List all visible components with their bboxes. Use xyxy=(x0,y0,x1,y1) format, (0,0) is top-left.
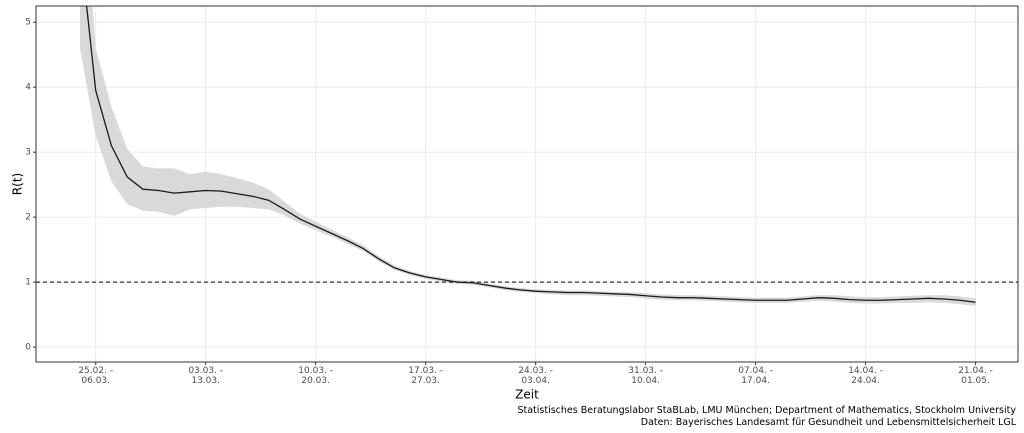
line xyxy=(85,6,976,303)
plot-area xyxy=(36,6,1018,307)
y-tick-label: 0 xyxy=(25,343,31,353)
caption: Daten: Bayerisches Landesamt für Gesundh… xyxy=(640,417,1016,428)
y-tick-label: 4 xyxy=(25,83,31,93)
x-tick-label: 07.04. - 17.04. xyxy=(738,366,773,386)
y-tick-label: 3 xyxy=(25,148,31,158)
x-axis-label: Zeit xyxy=(515,388,539,402)
x-tick-label: 17.03. - 27.03. xyxy=(408,366,444,386)
y-tick-label: 5 xyxy=(25,18,31,28)
caption: Statistisches Beratungslabor StaBLab, LM… xyxy=(517,405,1016,416)
x-tick-label: 21.04. - 01.05. xyxy=(958,366,993,386)
x-tick-label: 10.03. - 20.03. xyxy=(298,366,334,386)
y-tick-label: 2 xyxy=(25,213,31,223)
x-tick-label: 31.03. - 10.04. xyxy=(628,366,663,386)
x-tick-label: 25.02. - 06.03. xyxy=(78,366,114,386)
plot-border xyxy=(35,5,1019,363)
y-tick-label: 1 xyxy=(25,278,31,288)
y-axis-label: R(t) xyxy=(11,173,25,195)
x-tick-label: 24.03. - 03.04. xyxy=(518,366,553,386)
x-tick-label: 03.03. - 13.03. xyxy=(188,366,224,386)
x-tick-label: 14.04. - 24.04. xyxy=(848,366,883,386)
